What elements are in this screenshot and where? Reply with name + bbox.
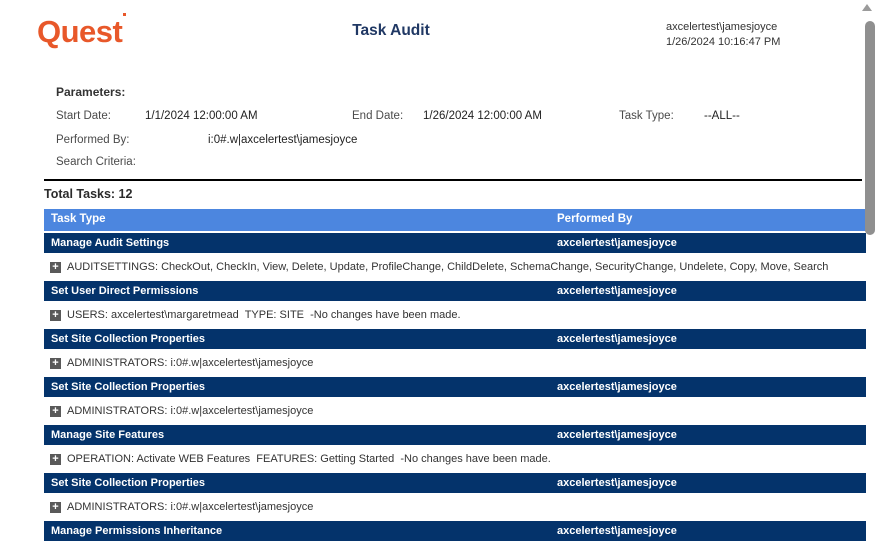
page-title: Task Audit <box>352 22 430 39</box>
task-detail-row: + ADMINISTRATORS: i:0#.w|axcelertest\jam… <box>44 494 866 520</box>
table-row: Set User Direct Permissions axcelertest\… <box>44 281 866 301</box>
expand-plus-icon[interactable]: + <box>50 261 61 273</box>
parameters-heading: Parameters: <box>56 85 126 99</box>
task-detail-row: + OPERATION: Activate WEB Features FEATU… <box>44 446 866 472</box>
task-type-cell: Manage Audit Settings <box>51 237 170 249</box>
expand-plus-icon[interactable]: + <box>50 309 61 321</box>
table-row: Set Site Collection Properties axcelerte… <box>44 473 866 493</box>
task-detail-text: USERS: axcelertest\margaretmead TYPE: SI… <box>67 309 461 321</box>
performed-by-label: Performed By: <box>56 134 130 146</box>
section-divider <box>44 179 862 181</box>
task-detail-text: AUDITSETTINGS: CheckOut, CheckIn, View, … <box>67 261 829 273</box>
task-table-body: Manage Audit Settings axcelertest\jamesj… <box>44 233 866 541</box>
table-row: Manage Permissions Inheritance axcelerte… <box>44 521 866 541</box>
task-type-cell: Set Site Collection Properties <box>51 381 206 393</box>
task-detail-text: ADMINISTRATORS: i:0#.w|axcelertest\james… <box>67 501 314 513</box>
report-user-block: axcelertest\jamesjoyce 1/26/2024 10:16:4… <box>666 20 780 50</box>
task-type-cell: Set Site Collection Properties <box>51 333 206 345</box>
total-tasks: Total Tasks: 12 <box>44 187 133 201</box>
task-detail-row: + ADMINISTRATORS: i:0#.w|axcelertest\jam… <box>44 350 866 376</box>
performed-by-value: i:0#.w|axcelertest\jamesjoyce <box>208 134 358 146</box>
task-type-cell: Manage Permissions Inheritance <box>51 525 223 537</box>
end-date-value: 1/26/2024 12:00:00 AM <box>423 110 542 122</box>
performed-by-cell: axcelertest\jamesjoyce <box>557 381 677 393</box>
table-row: Set Site Collection Properties axcelerte… <box>44 329 866 349</box>
start-date-label: Start Date: <box>56 110 111 122</box>
performed-by-cell: axcelertest\jamesjoyce <box>557 525 677 537</box>
expand-plus-icon[interactable]: + <box>50 357 61 369</box>
task-type-cell: Set Site Collection Properties <box>51 477 206 489</box>
task-detail-row: + ADMINISTRATORS: i:0#.w|axcelertest\jam… <box>44 398 866 424</box>
quest-logo-text: Quest <box>37 14 123 49</box>
end-date-label: End Date: <box>352 110 404 122</box>
start-date-value: 1/1/2024 12:00:00 AM <box>145 110 258 122</box>
performed-by-cell: axcelertest\jamesjoyce <box>557 477 677 489</box>
search-criteria-label: Search Criteria: <box>56 156 136 168</box>
task-detail-row: + USERS: axcelertest\margaretmead TYPE: … <box>44 302 866 328</box>
task-type-cell: Manage Site Features <box>51 429 165 441</box>
report-user: axcelertest\jamesjoyce <box>666 21 778 33</box>
expand-plus-icon[interactable]: + <box>50 501 61 513</box>
table-header-row: Task Type Performed By <box>44 209 866 231</box>
column-header-performed-by: Performed By <box>557 213 633 225</box>
table-row: Manage Audit Settings axcelertest\jamesj… <box>44 233 866 253</box>
task-detail-text: OPERATION: Activate WEB Features FEATURE… <box>67 453 551 465</box>
expand-plus-icon[interactable]: + <box>50 453 61 465</box>
logo-trademark-icon <box>123 13 127 16</box>
expand-plus-icon[interactable]: + <box>50 405 61 417</box>
performed-by-cell: axcelertest\jamesjoyce <box>557 333 677 345</box>
task-type-value: --ALL-- <box>704 110 740 122</box>
performed-by-cell: axcelertest\jamesjoyce <box>557 285 677 297</box>
table-row: Manage Site Features axcelertest\jamesjo… <box>44 425 866 445</box>
task-detail-row: + AUDITSETTINGS: CheckOut, CheckIn, View… <box>44 254 866 280</box>
performed-by-cell: axcelertest\jamesjoyce <box>557 237 677 249</box>
task-type-label: Task Type: <box>619 110 674 122</box>
table-row: Set Site Collection Properties axcelerte… <box>44 377 866 397</box>
task-type-cell: Set User Direct Permissions <box>51 285 199 297</box>
vertical-scrollbar-thumb[interactable] <box>865 21 875 235</box>
report-timestamp: 1/26/2024 10:16:47 PM <box>666 36 781 48</box>
performed-by-cell: axcelertest\jamesjoyce <box>557 429 677 441</box>
scroll-up-icon[interactable] <box>862 4 872 11</box>
quest-logo: Quest <box>37 13 127 49</box>
task-detail-text: ADMINISTRATORS: i:0#.w|axcelertest\james… <box>67 357 314 369</box>
task-detail-text: ADMINISTRATORS: i:0#.w|axcelertest\james… <box>67 405 314 417</box>
column-header-task-type: Task Type <box>51 213 106 225</box>
task-table: Task Type Performed By Manage Audit Sett… <box>44 209 866 542</box>
